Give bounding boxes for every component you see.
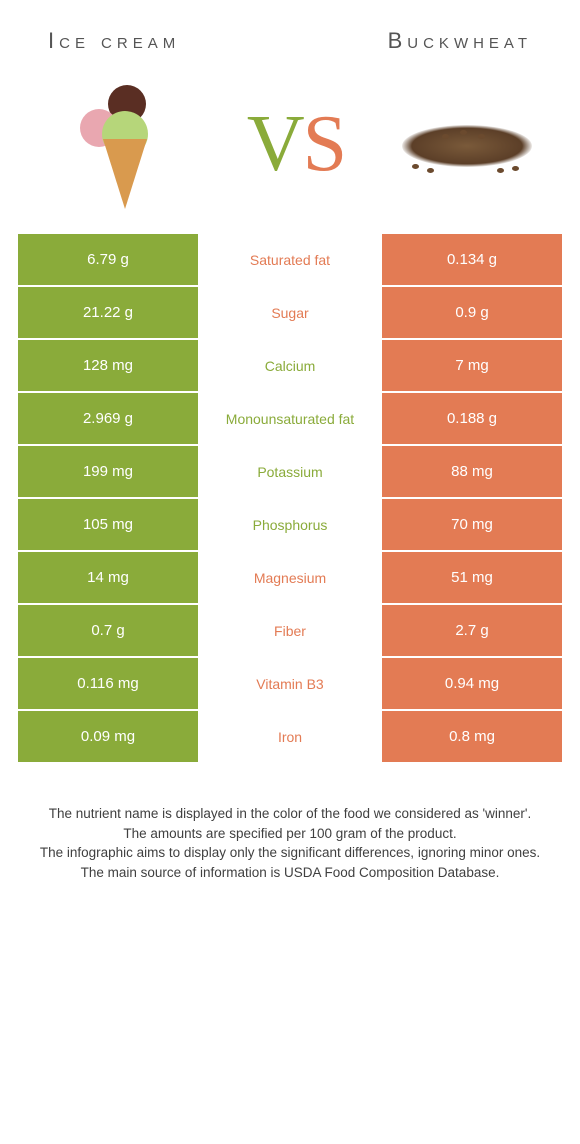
table-row: 6.79 gSaturated fat0.134 g: [18, 234, 562, 285]
footer-line: The nutrient name is displayed in the co…: [30, 804, 550, 824]
header: Ice cream Buckwheat: [0, 0, 580, 54]
right-value-cell: 0.188 g: [382, 393, 562, 444]
right-value-cell: 0.134 g: [382, 234, 562, 285]
hero-row: VS: [0, 54, 580, 234]
left-value-cell: 199 mg: [18, 446, 198, 497]
table-row: 0.116 mgVitamin B30.94 mg: [18, 658, 562, 709]
right-value-cell: 0.8 mg: [382, 711, 562, 762]
nutrient-label: Saturated fat: [198, 234, 382, 285]
left-value-cell: 21.22 g: [18, 287, 198, 338]
table-row: 105 mgPhosphorus70 mg: [18, 499, 562, 550]
right-food-title: Buckwheat: [388, 28, 532, 54]
footer-line: The infographic aims to display only the…: [30, 843, 550, 863]
right-value-cell: 70 mg: [382, 499, 562, 550]
nutrient-label: Monounsaturated fat: [198, 393, 382, 444]
buckwheat-icon: [402, 79, 532, 209]
table-row: 0.09 mgIron0.8 mg: [18, 711, 562, 762]
right-value-cell: 88 mg: [382, 446, 562, 497]
table-row: 14 mgMagnesium51 mg: [18, 552, 562, 603]
nutrient-label: Calcium: [198, 340, 382, 391]
left-value-cell: 0.116 mg: [18, 658, 198, 709]
left-food-title: Ice cream: [48, 28, 180, 54]
right-value-cell: 0.94 mg: [382, 658, 562, 709]
left-value-cell: 6.79 g: [18, 234, 198, 285]
nutrient-label: Magnesium: [198, 552, 382, 603]
left-value-cell: 128 mg: [18, 340, 198, 391]
footer-line: The main source of information is USDA F…: [30, 863, 550, 883]
right-value-cell: 7 mg: [382, 340, 562, 391]
right-value-cell: 51 mg: [382, 552, 562, 603]
table-row: 199 mgPotassium88 mg: [18, 446, 562, 497]
nutrient-label: Sugar: [198, 287, 382, 338]
footer-line: The amounts are specified per 100 gram o…: [30, 824, 550, 844]
nutrient-label: Iron: [198, 711, 382, 762]
left-value-cell: 0.09 mg: [18, 711, 198, 762]
ice-cream-icon: [60, 79, 190, 209]
vs-v: V: [247, 100, 303, 188]
nutrient-label: Phosphorus: [198, 499, 382, 550]
table-row: 2.969 gMonounsaturated fat0.188 g: [18, 393, 562, 444]
table-row: 0.7 gFiber2.7 g: [18, 605, 562, 656]
nutrient-label: Potassium: [198, 446, 382, 497]
nutrient-label: Fiber: [198, 605, 382, 656]
nutrient-label: Vitamin B3: [198, 658, 382, 709]
table-row: 21.22 gSugar0.9 g: [18, 287, 562, 338]
left-value-cell: 105 mg: [18, 499, 198, 550]
left-value-cell: 14 mg: [18, 552, 198, 603]
footer-notes: The nutrient name is displayed in the co…: [0, 764, 580, 882]
vs-s: S: [303, 100, 346, 188]
right-value-cell: 0.9 g: [382, 287, 562, 338]
table-row: 128 mgCalcium7 mg: [18, 340, 562, 391]
left-value-cell: 0.7 g: [18, 605, 198, 656]
vs-label: VS: [247, 99, 345, 190]
comparison-table: 6.79 gSaturated fat0.134 g21.22 gSugar0.…: [0, 234, 580, 762]
left-value-cell: 2.969 g: [18, 393, 198, 444]
right-value-cell: 2.7 g: [382, 605, 562, 656]
